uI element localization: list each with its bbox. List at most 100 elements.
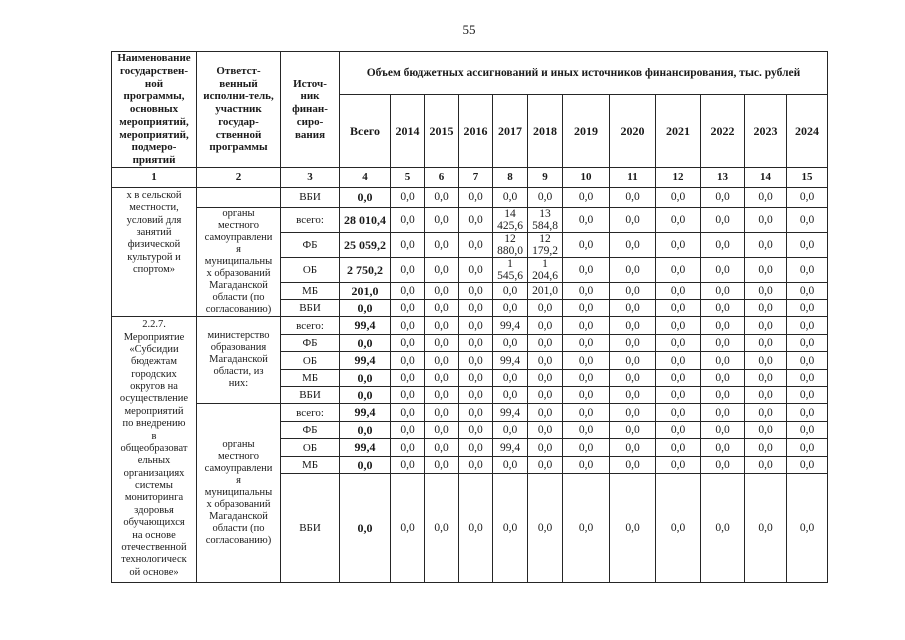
value-cell: 12 880,0 <box>492 231 528 259</box>
value-cell: 0,0 <box>786 369 828 388</box>
value-cell: 0,0 <box>492 386 528 405</box>
year-header: 2017 <box>492 94 528 168</box>
header-executor-column: Ответст- венный исполни-тель, участник г… <box>196 51 281 168</box>
value-cell-total: 201,0 <box>339 282 391 301</box>
value-cell: 0,0 <box>458 421 493 440</box>
value-cell-total: 99,4 <box>339 316 391 336</box>
header-program-column: Наименование государствен- ной программы… <box>111 51 197 168</box>
value-cell: 0,0 <box>700 231 745 259</box>
value-cell: 0,0 <box>786 403 828 423</box>
value-cell: 0,0 <box>458 206 493 233</box>
value-cell: 0,0 <box>744 369 787 388</box>
value-cell: 0,0 <box>609 369 656 388</box>
value-cell: 0,0 <box>655 206 701 233</box>
value-cell: 0,0 <box>390 438 425 458</box>
value-cell: 0,0 <box>390 351 425 371</box>
value-cell: 0,0 <box>655 299 701 318</box>
column-number: 1 <box>111 166 197 188</box>
executor-cell <box>196 186 281 208</box>
value-cell: 0,0 <box>562 403 610 423</box>
value-cell: 12 179,2 <box>527 231 563 259</box>
value-cell: 0,0 <box>655 473 701 584</box>
value-cell: 0,0 <box>786 386 828 405</box>
table-row: ФБ 25 059,2 0,0 0,0 0,0 12 880,0 12 179,2 0,0 0,… <box>112 231 828 259</box>
value-cell: 0,0 <box>700 299 745 318</box>
value-cell: 0,0 <box>562 386 610 405</box>
value-cell: 0,0 <box>527 403 563 423</box>
value-cell: 0,0 <box>744 386 787 405</box>
value-cell: 0,0 <box>458 186 493 208</box>
value-cell: 0,0 <box>609 351 656 371</box>
value-cell: 0,0 <box>786 206 828 233</box>
value-cell: 0,0 <box>390 473 425 584</box>
value-cell: 99,4 <box>492 351 528 371</box>
value-cell: 0,0 <box>744 403 787 423</box>
value-cell-total: 99,4 <box>339 403 391 423</box>
value-cell: 0,0 <box>390 186 425 208</box>
executor-cell: органы местного самоуправлени я муниципа… <box>196 206 281 318</box>
header-row-numbers: 1 2 3 4 5 6 7 8 9 10 11 12 13 14 15 <box>111 166 828 188</box>
year-header: Всего <box>339 94 391 168</box>
column-number: 14 <box>744 166 787 188</box>
program-cell: 2.2.7. Мероприятие «Субсидии бюдежтам го… <box>111 316 197 584</box>
value-cell: 0,0 <box>786 456 828 475</box>
value-cell: 0,0 <box>786 421 828 440</box>
column-number: 3 <box>280 166 340 188</box>
value-cell: 1 204,6 <box>527 256 563 284</box>
value-cell: 0,0 <box>458 386 493 405</box>
value-cell-total: 0,0 <box>339 299 391 318</box>
table-row: ОБ 99,4 0,0 0,0 0,0 99,4 0,0 0,0 0,0 0,0 0,0 0,0 0,0 <box>112 438 828 458</box>
value-cell: 0,0 <box>786 186 828 208</box>
value-cell: 0,0 <box>527 316 563 336</box>
value-cell: 0,0 <box>609 186 656 208</box>
value-cell-total: 0,0 <box>339 421 391 440</box>
value-cell: 0,0 <box>424 438 459 458</box>
value-cell: 0,0 <box>458 256 493 284</box>
year-header: 2016 <box>458 94 493 168</box>
header-row-top: Наименование государствен- ной программы… <box>111 50 828 168</box>
value-cell-total: 0,0 <box>339 386 391 405</box>
table-row: х в сельской местности, условий для заня… <box>111 186 828 318</box>
executor-cell: министерство образования Магаданской обл… <box>196 316 281 405</box>
value-cell: 0,0 <box>390 282 425 301</box>
value-cell: 0,0 <box>458 282 493 301</box>
value-cell: 0,0 <box>655 256 701 284</box>
value-cell: 0,0 <box>786 282 828 301</box>
value-cell: 0,0 <box>562 369 610 388</box>
value-cell: 0,0 <box>744 186 787 208</box>
year-header: 2019 <box>562 94 610 168</box>
value-cell: 14 425,6 <box>492 206 528 233</box>
value-cell: 0,0 <box>609 256 656 284</box>
value-cell: 0,0 <box>700 256 745 284</box>
value-cell: 0,0 <box>424 351 459 371</box>
value-cell: 0,0 <box>700 186 745 208</box>
value-cell: 0,0 <box>609 299 656 318</box>
value-cell: 0,0 <box>424 316 459 336</box>
value-cell: 0,0 <box>527 421 563 440</box>
year-header: 2024 <box>786 94 828 168</box>
value-cell: 0,0 <box>744 473 787 584</box>
year-header: 2022 <box>700 94 745 168</box>
value-cell: 0,0 <box>655 438 701 458</box>
value-cell-total: 0,0 <box>339 186 391 208</box>
value-cell: 0,0 <box>390 403 425 423</box>
column-number: 15 <box>786 166 828 188</box>
column-number: 4 <box>339 166 391 188</box>
value-cell: 0,0 <box>424 386 459 405</box>
value-cell: 0,0 <box>655 369 701 388</box>
value-cell: 0,0 <box>424 186 459 208</box>
value-cell: 0,0 <box>424 369 459 388</box>
source-cell: ВБИ <box>280 299 340 318</box>
value-cell: 0,0 <box>609 334 656 353</box>
value-cell: 0,0 <box>609 456 656 475</box>
value-cell: 0,0 <box>700 351 745 371</box>
value-cell: 0,0 <box>424 231 459 259</box>
source-cell: ВБИ <box>280 186 340 208</box>
value-cell: 0,0 <box>390 386 425 405</box>
value-cell: 0,0 <box>655 421 701 440</box>
value-cell: 0,0 <box>390 231 425 259</box>
value-cell-total: 0,0 <box>339 473 391 584</box>
value-cell: 0,0 <box>424 299 459 318</box>
value-cell: 0,0 <box>390 456 425 475</box>
value-cell: 0,0 <box>655 186 701 208</box>
